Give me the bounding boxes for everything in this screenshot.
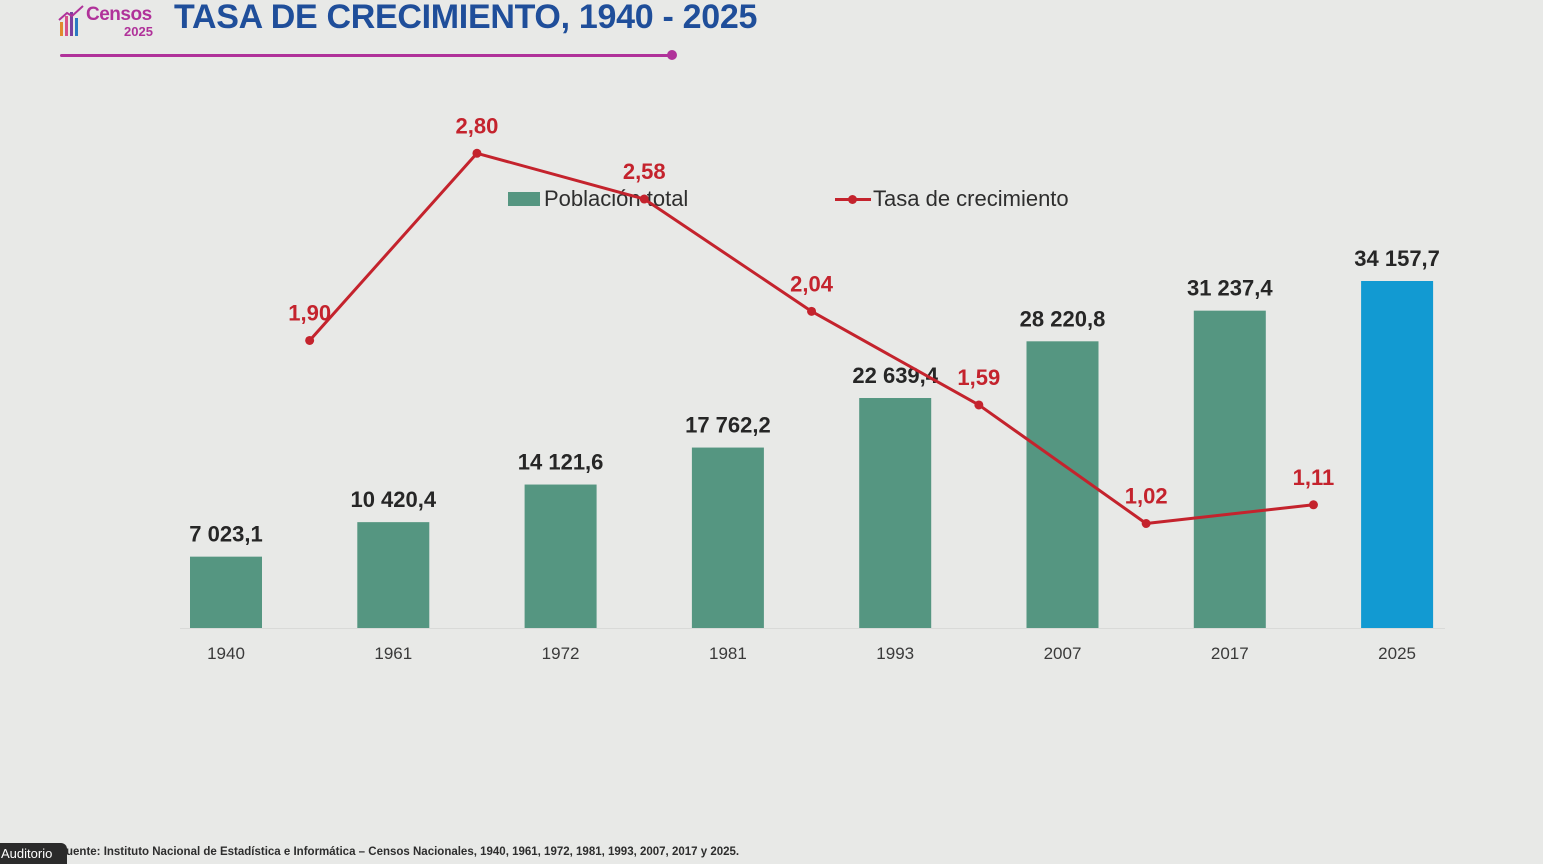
growth-rate-point-1972: [639, 194, 649, 204]
x-tick-label-1940: 1940: [207, 644, 245, 663]
bar-2017: [1193, 310, 1266, 628]
bar-1981: [691, 447, 764, 628]
source-footnote: uente: Instituto Nacional de Estadística…: [66, 846, 740, 858]
logo-year: 2025: [124, 24, 153, 39]
growth-rate-point-2017: [1308, 500, 1318, 510]
bar-value-label-2017: 31 237,4: [1187, 276, 1273, 301]
bar-1972: [524, 484, 597, 628]
bar-chart-logo-icon: [58, 5, 84, 36]
bar-1940: [190, 556, 262, 628]
bar-value-label-2025: 34 157,7: [1354, 246, 1440, 271]
growth-rate-label-1981: 2,04: [790, 271, 834, 296]
growth-rate-point-1993: [974, 400, 984, 410]
growth-rate-label-1961: 2,80: [456, 113, 499, 138]
bar-value-label-1961: 10 420,4: [350, 487, 436, 512]
bar-value-label-2007: 28 220,8: [1020, 306, 1106, 331]
bar-1961: [357, 522, 430, 628]
legend-swatch-bars: [508, 192, 540, 206]
bar-value-label-1972: 14 121,6: [518, 450, 604, 475]
auditorio-tag: Auditorio: [0, 843, 67, 864]
x-tick-label-2017: 2017: [1211, 644, 1249, 663]
legend-item-line: Tasa de crecimiento: [835, 186, 1069, 212]
growth-rate-label-2007: 1,02: [1125, 484, 1168, 509]
growth-rate-point-2007: [1141, 519, 1151, 528]
x-tick-label-2007: 2007: [1044, 644, 1082, 663]
growth-rate-point-1961: [472, 148, 482, 158]
growth-rate-label-1993: 1,59: [957, 365, 1000, 390]
x-tick-label-1993: 1993: [876, 644, 914, 663]
growth-rate-label-1940: 1,90: [288, 300, 331, 325]
bar-value-label-1940: 7 023,1: [189, 522, 262, 547]
x-tick-label-2025: 2025: [1378, 644, 1416, 663]
legend-swatch-line: [835, 194, 871, 204]
x-tick-label-1981: 1981: [709, 644, 747, 663]
bar-value-label-1981: 17 762,2: [685, 413, 771, 438]
growth-rate-point-1940: [305, 335, 315, 345]
bar-2025: [1361, 281, 1434, 628]
growth-rate-label-1972: 2,58: [623, 159, 666, 184]
chart-legend: Población total Tasa de crecimiento: [508, 186, 1128, 218]
legend-label-line: Tasa de crecimiento: [873, 186, 1069, 211]
growth-rate-label-2017: 1,11: [1293, 465, 1335, 490]
page-title: TASA DE CRECIMIENTO, 1940 - 2025: [174, 0, 758, 36]
growth-rate-point-1981: [807, 306, 817, 316]
growth-rate-line: [308, 151, 1314, 525]
bar-2007: [1026, 341, 1099, 628]
x-tick-label-1972: 1972: [542, 644, 580, 663]
bar-1993: [859, 398, 932, 628]
title-underline-dot: [667, 50, 677, 60]
censos-logo: Censos 2025: [58, 0, 168, 42]
title-underline: [60, 54, 674, 57]
logo-word: Censos: [86, 4, 152, 25]
x-tick-label-1961: 1961: [374, 644, 412, 663]
header: Censos 2025 TASA DE CRECIMIENTO, 1940 - …: [58, 0, 818, 70]
